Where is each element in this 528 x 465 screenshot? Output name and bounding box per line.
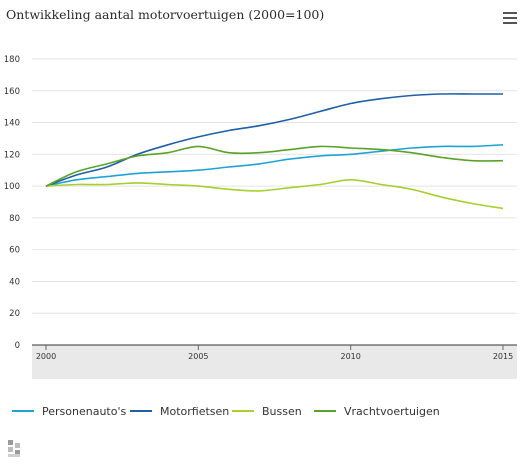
legend-label: Personenauto's (42, 404, 127, 418)
legend-item-bussen[interactable]: Bussen (232, 403, 302, 419)
legend-item-personenauto-s[interactable]: Personenauto's (12, 403, 126, 419)
line-chart: 0 20 40 60 80 100 120 140 160 180 2000 2005 2010 2015 (4, 55, 517, 379)
x-tick-label: 2010 (340, 352, 360, 361)
y-tick-label: 20 (9, 309, 20, 319)
legend-swatch (130, 410, 152, 412)
legend-item-motorfietsen[interactable]: Motorfietsen (130, 403, 229, 419)
chart-legend: Personenauto's Motorfietsen Bussen Vrachtvo… (12, 403, 522, 419)
series-line-bussen (45, 179, 504, 210)
y-tick-label: 60 (9, 246, 20, 256)
chart-title: Ontwikkeling aantal motorvoertuigen (200… (6, 7, 325, 22)
legend-label: Bussen (262, 404, 302, 418)
legend-swatch (232, 410, 254, 412)
y-tick-label: 120 (4, 150, 20, 160)
x-tick-label: 2005 (188, 352, 208, 361)
legend-label: Vrachtvoertuigen (344, 404, 440, 418)
legend-swatch (12, 410, 34, 412)
legend-label: Motorfietsen (160, 404, 230, 418)
hamburger-menu-icon[interactable] (503, 12, 517, 24)
y-tick-label: 160 (4, 87, 20, 97)
y-tick-label: 0 (15, 341, 20, 351)
x-axis-band (32, 345, 517, 379)
x-tick-label: 2015 (493, 352, 513, 361)
series-line-personenauto-s (45, 144, 504, 187)
y-tick-label: 80 (9, 214, 20, 224)
series-line-motorfietsen (45, 93, 503, 187)
y-tick-label: 100 (4, 182, 20, 192)
legend-item-vrachtvoertuigen[interactable]: Vrachtvoertuigen (314, 403, 440, 419)
series-line-vrachtvoertuigen (45, 145, 504, 187)
y-tick-label: 140 (4, 119, 20, 129)
y-tick-label: 40 (9, 277, 20, 287)
x-tick-label: 2000 (36, 352, 56, 361)
cbs-logo-icon (8, 440, 20, 457)
legend-swatch (314, 410, 336, 412)
y-tick-label: 180 (4, 55, 20, 65)
